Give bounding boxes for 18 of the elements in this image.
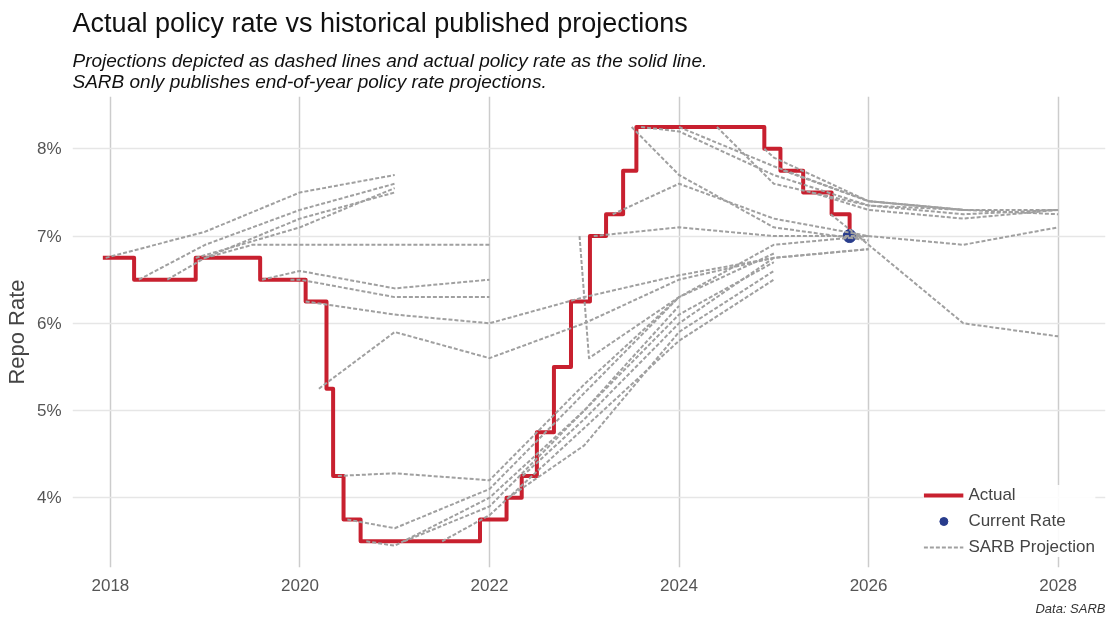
- x-tick-label: 2018: [91, 575, 130, 595]
- chart-title: Actual policy rate vs historical published projections: [72, 7, 688, 38]
- y-tick-label: 6%: [36, 313, 62, 333]
- legend-label: SARB Projection: [968, 537, 1095, 557]
- y-tick-label: 7%: [36, 226, 62, 246]
- legend-label: Actual: [968, 485, 1016, 505]
- chart-subtitle: Projections depicted as dashed lines and actual policy rate as the solid line. SARB only publishes end-of-year policy rate projections.: [72, 49, 708, 92]
- x-tick-label: 2028: [1039, 575, 1078, 595]
- x-tick-label: 2024: [660, 575, 698, 595]
- x-tick-label: 2026: [849, 575, 888, 595]
- y-tick-label: 4%: [36, 488, 62, 508]
- y-tick-label: 5%: [36, 401, 62, 420]
- text: Data: SARB: [1035, 600, 1106, 616]
- legend-label: Current Rate: [968, 511, 1066, 531]
- x-tick-label: 2022: [470, 575, 509, 595]
- y-axis-title: Repo Rate: [3, 279, 29, 385]
- y-tick-label: 8%: [36, 139, 62, 159]
- x-tick-label: 2020: [281, 575, 319, 595]
